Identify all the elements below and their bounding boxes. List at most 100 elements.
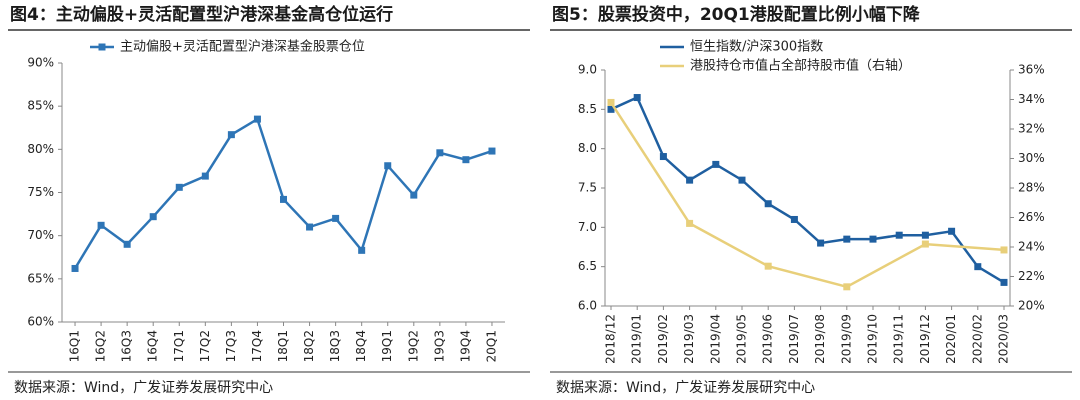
data-point bbox=[607, 98, 615, 106]
legend-label: 恒生指数/沪深300指数 bbox=[690, 39, 823, 55]
x-tick-label: 2020/03 bbox=[997, 314, 1011, 364]
x-tick-label: 2020/02 bbox=[970, 314, 984, 364]
data-point bbox=[686, 219, 694, 227]
data-point bbox=[843, 283, 851, 291]
data-point bbox=[948, 227, 956, 235]
data-point bbox=[1000, 246, 1008, 254]
series-line bbox=[610, 95, 1005, 284]
x-tick-label: 19Q1 bbox=[380, 330, 394, 362]
y-tick-label: 7.0 bbox=[578, 220, 597, 234]
y-tick-label: 7.5 bbox=[578, 181, 597, 195]
y-tick-label: 75% bbox=[27, 185, 54, 199]
data-point bbox=[712, 160, 720, 168]
data-point bbox=[253, 115, 261, 123]
data-point bbox=[410, 191, 418, 199]
y-tick-label: 80% bbox=[27, 142, 54, 156]
y2-tick-label: 22% bbox=[1018, 269, 1045, 283]
data-point bbox=[764, 200, 772, 208]
data-point bbox=[488, 147, 496, 155]
data-point bbox=[332, 214, 340, 222]
x-tick-label: 2019/11 bbox=[892, 314, 906, 364]
legend-label: 港股持仓市值占全部持股市值（右轴） bbox=[690, 58, 911, 74]
data-point bbox=[974, 263, 982, 271]
data-point bbox=[790, 215, 798, 223]
data-point bbox=[659, 153, 667, 161]
x-tick-label: 16Q1 bbox=[68, 330, 82, 362]
y2-tick-label: 20% bbox=[1018, 299, 1045, 313]
y-tick-label: 8.0 bbox=[578, 141, 597, 155]
data-point bbox=[921, 240, 929, 248]
x-tick-label: 18Q4 bbox=[354, 330, 368, 362]
x-tick-label: 18Q1 bbox=[276, 330, 290, 362]
x-tick-label: 2019/03 bbox=[682, 314, 696, 364]
x-tick-label: 2019/09 bbox=[839, 314, 853, 364]
data-point bbox=[921, 231, 929, 239]
data-point bbox=[358, 246, 366, 254]
y2-tick-label: 24% bbox=[1018, 240, 1045, 254]
data-point bbox=[817, 239, 825, 247]
x-tick-label: 2020/01 bbox=[944, 314, 958, 364]
x-tick-label: 16Q4 bbox=[146, 330, 160, 362]
x-tick-label: 18Q2 bbox=[302, 330, 316, 362]
data-point bbox=[149, 213, 157, 221]
y-tick-label: 9.0 bbox=[578, 63, 597, 77]
chart-title: 图5：股票投资中，20Q1港股配置比例小幅下降 bbox=[552, 4, 921, 25]
series-line bbox=[609, 101, 1005, 289]
legend-marker bbox=[98, 43, 106, 51]
y-tick-label: 8.5 bbox=[578, 102, 597, 116]
x-tick-label: 19Q3 bbox=[432, 330, 446, 362]
data-point bbox=[280, 195, 287, 203]
legend-label: 主动偏股+灵活配置型沪港深基金股票仓位 bbox=[120, 39, 365, 55]
source-note: 数据来源：Wind，广发证券发展研究中心 bbox=[556, 380, 815, 396]
data-point bbox=[384, 162, 392, 170]
data-point bbox=[71, 264, 79, 272]
x-tick-label: 2019/08 bbox=[813, 314, 827, 364]
x-tick-label: 2019/04 bbox=[708, 314, 722, 364]
data-point bbox=[462, 156, 470, 164]
data-point bbox=[201, 172, 209, 180]
x-tick-label: 16Q3 bbox=[120, 330, 134, 362]
x-tick-label: 2019/01 bbox=[630, 314, 644, 364]
data-point bbox=[738, 176, 746, 184]
x-tick-label: 18Q3 bbox=[328, 330, 342, 362]
y-tick-label: 85% bbox=[27, 99, 54, 113]
y2-tick-label: 32% bbox=[1018, 122, 1045, 136]
x-tick-label: 17Q1 bbox=[172, 330, 186, 362]
x-tick-label: 17Q4 bbox=[250, 330, 264, 362]
data-point bbox=[869, 235, 877, 243]
x-tick-label: 16Q2 bbox=[94, 330, 108, 362]
data-point bbox=[175, 183, 183, 191]
x-tick-label: 2019/07 bbox=[787, 314, 801, 364]
x-tick-label: 2019/05 bbox=[735, 314, 749, 364]
data-point bbox=[764, 262, 772, 270]
y2-tick-label: 34% bbox=[1018, 92, 1045, 106]
y-tick-label: 65% bbox=[27, 271, 54, 285]
data-point bbox=[633, 94, 641, 102]
data-point bbox=[843, 235, 851, 243]
y2-tick-label: 30% bbox=[1018, 151, 1045, 165]
data-point bbox=[686, 176, 694, 184]
x-tick-label: 2019/06 bbox=[761, 314, 775, 364]
y-tick-label: 6.5 bbox=[578, 259, 597, 273]
data-point bbox=[607, 105, 615, 113]
x-tick-label: 2019/02 bbox=[656, 314, 670, 364]
y-tick-label: 90% bbox=[27, 56, 54, 70]
data-point bbox=[227, 131, 235, 139]
x-tick-label: 17Q2 bbox=[198, 330, 212, 362]
x-tick-label: 20Q1 bbox=[484, 330, 498, 362]
x-tick-label: 19Q4 bbox=[458, 330, 472, 362]
data-point bbox=[306, 223, 314, 231]
data-point bbox=[895, 231, 903, 239]
data-point bbox=[123, 240, 131, 248]
y2-tick-label: 26% bbox=[1018, 210, 1045, 224]
x-tick-label: 2019/10 bbox=[866, 314, 880, 364]
x-tick-label: 19Q2 bbox=[406, 330, 420, 362]
x-tick-label: 17Q3 bbox=[224, 330, 238, 362]
x-tick-label: 2019/12 bbox=[918, 314, 932, 364]
y2-tick-label: 36% bbox=[1018, 63, 1045, 77]
x-tick-label: 2018/12 bbox=[604, 314, 618, 364]
y-tick-label: 70% bbox=[27, 228, 54, 242]
y-tick-label: 6.0 bbox=[578, 299, 597, 313]
